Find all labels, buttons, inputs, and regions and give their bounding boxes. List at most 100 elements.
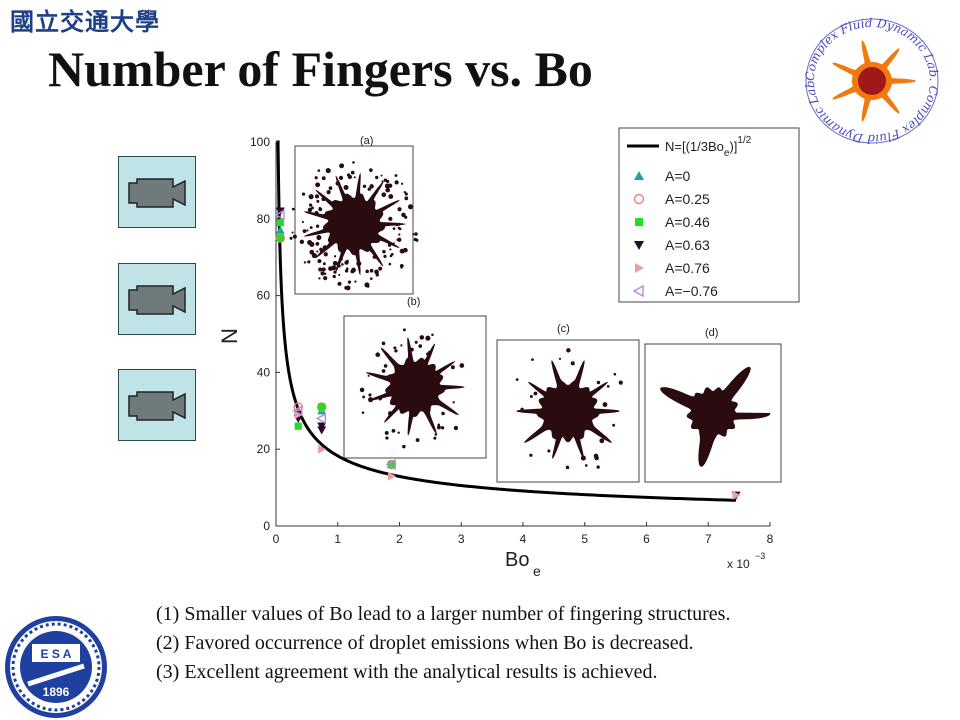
droplet-dot [322,245,328,250]
droplet-dot [415,438,420,442]
droplet-dot [307,207,313,213]
droplet-dot [359,387,365,393]
slide-title: Number of Fingers vs. Bo [48,41,593,97]
droplet-dot [323,276,328,281]
droplet-dot [338,273,341,276]
droplet-dot [599,438,605,444]
droplet-dot [318,277,321,280]
inset-image [496,339,640,483]
droplet-dot [386,179,390,183]
y-tick-label: 40 [257,365,271,379]
droplet-dot [392,227,396,231]
droplet-dot [314,210,319,215]
y-axis-label: N [217,328,242,344]
x-tick-label: 1 [334,532,341,546]
droplet-dot [317,169,321,172]
droplet-dot [413,237,418,242]
droplet-dot [372,254,377,259]
droplet-dot [389,248,392,251]
legend-box [618,127,800,303]
droplet-dot [584,464,588,467]
data-point [387,471,396,481]
droplet-dot [331,265,337,271]
droplet-dot [604,436,607,439]
droplet-dot [369,268,374,273]
droplet-dot [367,187,371,191]
droplet-dot [323,252,328,257]
droplet-dot [308,203,313,207]
droplet-dot [385,187,391,193]
droplet-dot [340,258,344,261]
droplet-dot [613,372,617,376]
x-tick-label: 3 [458,532,465,546]
data-point [275,225,285,234]
droplet-dot [404,192,408,196]
chart-legend: N=[(1/3Boe)]1/2 A=0A=0.25A=0.46A=0.63A=0… [618,127,800,303]
legend-label: A=−0.76 [665,283,718,299]
droplet-dot [427,350,432,355]
droplet-dot [321,176,326,181]
droplet-dot [316,235,322,241]
droplet-dot [301,192,306,196]
legend-label: A=0 [665,168,691,184]
data-points-layer [274,207,741,500]
video-button-3[interactable] [118,369,196,441]
lab-logo-splat-core [858,67,886,95]
droplet-dot [341,263,344,266]
droplet-dot [398,227,402,231]
droplet-dot [394,174,398,177]
droplet-dot [315,182,321,188]
droplet-dot [566,348,571,353]
droplet-dot [397,431,400,434]
droplet-dot [414,340,418,344]
conclusion-item: (3) Excellent agreement with the analyti… [156,661,658,683]
conclusions-list: (1) Smaller values of Bo lead to a large… [156,600,730,687]
droplet-dot [390,252,394,256]
droplet-dot [407,204,413,210]
data-point [292,405,303,417]
x-axis-label-sub: e [533,563,541,579]
legend-curve-label: N=[(1/3Bo [665,139,724,154]
droplet-dot [347,174,352,179]
droplet-dot [404,215,408,219]
droplet-dot [321,197,326,202]
droplet-dot [440,426,445,430]
droplet-dot [602,402,608,407]
droplet-dot [333,255,337,258]
droplet-dot [368,397,374,403]
x-tick-label: 0 [273,532,280,546]
droplet-shape [366,337,465,436]
droplet-dot [314,194,320,199]
droplet-dot [441,411,445,416]
x-tick-label: 4 [520,532,527,546]
droplet-dot [520,407,524,411]
droplet-dot [434,433,438,436]
video-button-2[interactable] [118,263,196,335]
droplet-dot [322,262,326,266]
droplet-dot [335,180,341,186]
droplet-dot [314,176,318,180]
x-axis-label-main: Bo [505,549,529,571]
droplet-dot [431,333,434,337]
droplet-dot [306,229,309,232]
droplet-dot [452,401,455,404]
legend-marker [634,241,644,250]
droplet-dot [547,449,551,453]
droplet-dot [383,364,388,368]
data-point [275,233,286,243]
droplet-dot [558,357,562,360]
droplet-dot [393,346,397,350]
droplet-dot [385,436,389,440]
droplet-dot [378,397,382,401]
conclusion-item: (2) Favored occurrence of droplet emissi… [156,632,694,654]
droplet-dot [338,175,344,181]
droplet-dot [333,270,337,274]
video-button-1[interactable] [118,156,196,228]
droplet-dot [388,216,393,221]
droplet-dot [321,267,326,272]
legend-marker [632,284,644,298]
lab-logo: Complex Fluid Dynamic Lab. Complex Fluid… [800,14,941,146]
droplet-dot [401,212,406,218]
droplet-dot [388,194,394,199]
droplet-dot [594,455,599,461]
